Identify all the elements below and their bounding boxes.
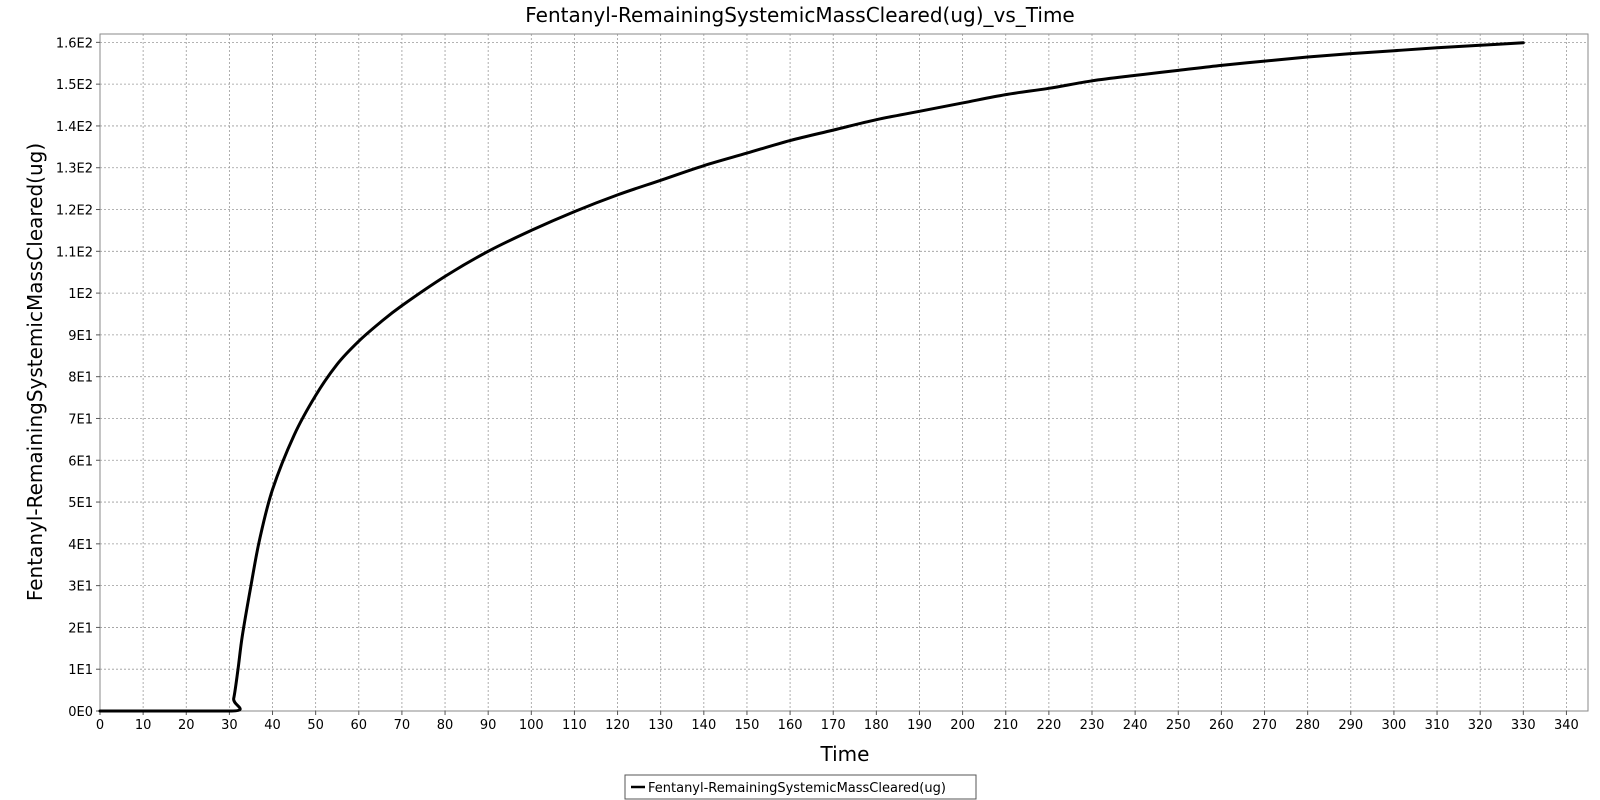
y-tick-label: 1E2 — [68, 287, 93, 302]
x-tick-label: 330 — [1511, 718, 1536, 733]
y-axis-label: Fentanyl-RemainingSystemicMassCleared(ug… — [23, 143, 47, 601]
series-layer — [98, 41, 1525, 713]
x-tick-label: 120 — [605, 718, 630, 733]
y-tick-label: 6E1 — [68, 454, 93, 469]
legend: Fentanyl-RemainingSystemicMassCleared(ug… — [624, 774, 977, 800]
x-tick-label: 220 — [1036, 718, 1061, 733]
y-tick-label: 4E1 — [68, 538, 93, 553]
y-axis: 0E0 1E1 2E1 3E1 4E1 5E1 6E1 7E1 8E1 9E1 1E2 1.1E2 1.… — [56, 36, 100, 720]
series-line — [98, 41, 1525, 713]
y-tick-label: 1.3E2 — [56, 162, 93, 177]
x-tick-label: 100 — [519, 718, 544, 733]
y-tick-label: 5E1 — [68, 496, 93, 511]
x-tick-label: 80 — [437, 718, 454, 733]
x-tick-label: 20 — [178, 718, 195, 733]
x-tick-label: 180 — [864, 718, 889, 733]
x-axis-label: Time — [820, 742, 870, 766]
x-tick-label: 160 — [778, 718, 803, 733]
y-tick-label: 1E1 — [68, 663, 93, 678]
x-tick-label: 130 — [648, 718, 673, 733]
x-tick-label: 210 — [993, 718, 1018, 733]
x-tick-label: 200 — [950, 718, 975, 733]
x-tick-label: 290 — [1338, 718, 1363, 733]
plot-area — [100, 34, 1588, 711]
x-tick-label: 40 — [264, 718, 281, 733]
x-tick-label: 70 — [394, 718, 411, 733]
y-tick-label: 1.6E2 — [56, 36, 93, 51]
legend-item: Fentanyl-RemainingSystemicMassCleared(ug… — [648, 781, 946, 796]
x-tick-label: 260 — [1209, 718, 1234, 733]
x-tick-label: 250 — [1166, 718, 1191, 733]
x-tick-label: 240 — [1123, 718, 1148, 733]
x-axis: 0 10 20 30 40 50 60 70 80 90 100 110 120 130 140 150 160… — [96, 711, 1579, 733]
y-tick-label: 1.2E2 — [56, 204, 93, 219]
x-tick-label: 300 — [1381, 718, 1406, 733]
y-tick-label: 8E1 — [68, 371, 93, 386]
x-tick-label: 150 — [735, 718, 760, 733]
x-tick-label: 140 — [691, 718, 716, 733]
plot-border — [99, 33, 1589, 712]
x-tick-label: 50 — [307, 718, 324, 733]
x-tick-label: 0 — [96, 718, 104, 733]
x-tick-label: 340 — [1554, 718, 1579, 733]
y-tick-label: 9E1 — [68, 329, 93, 344]
chart-title: Fentanyl-RemainingSystemicMassCleared(ug… — [525, 3, 1075, 27]
x-tick-label: 230 — [1080, 718, 1105, 733]
x-tick-label: 270 — [1252, 718, 1277, 733]
x-tick-label: 30 — [221, 718, 238, 733]
x-tick-label: 10 — [135, 718, 152, 733]
y-tick-label: 3E1 — [68, 580, 93, 595]
y-tick-label: 1.5E2 — [56, 78, 93, 93]
x-tick-label: 170 — [821, 718, 846, 733]
x-tick-label: 280 — [1295, 718, 1320, 733]
y-tick-label: 2E1 — [68, 621, 93, 636]
legend-box — [624, 774, 977, 800]
y-tick-label: 7E1 — [68, 412, 93, 427]
x-tick-label: 60 — [351, 718, 368, 733]
x-tick-label: 310 — [1425, 718, 1450, 733]
x-tick-label: 320 — [1468, 718, 1493, 733]
y-tick-label: 0E0 — [68, 705, 93, 720]
x-tick-label: 190 — [907, 718, 932, 733]
x-tick-label: 90 — [480, 718, 497, 733]
y-tick-label: 1.4E2 — [56, 120, 93, 135]
y-tick-label: 1.1E2 — [56, 245, 93, 260]
x-tick-label: 110 — [562, 718, 587, 733]
